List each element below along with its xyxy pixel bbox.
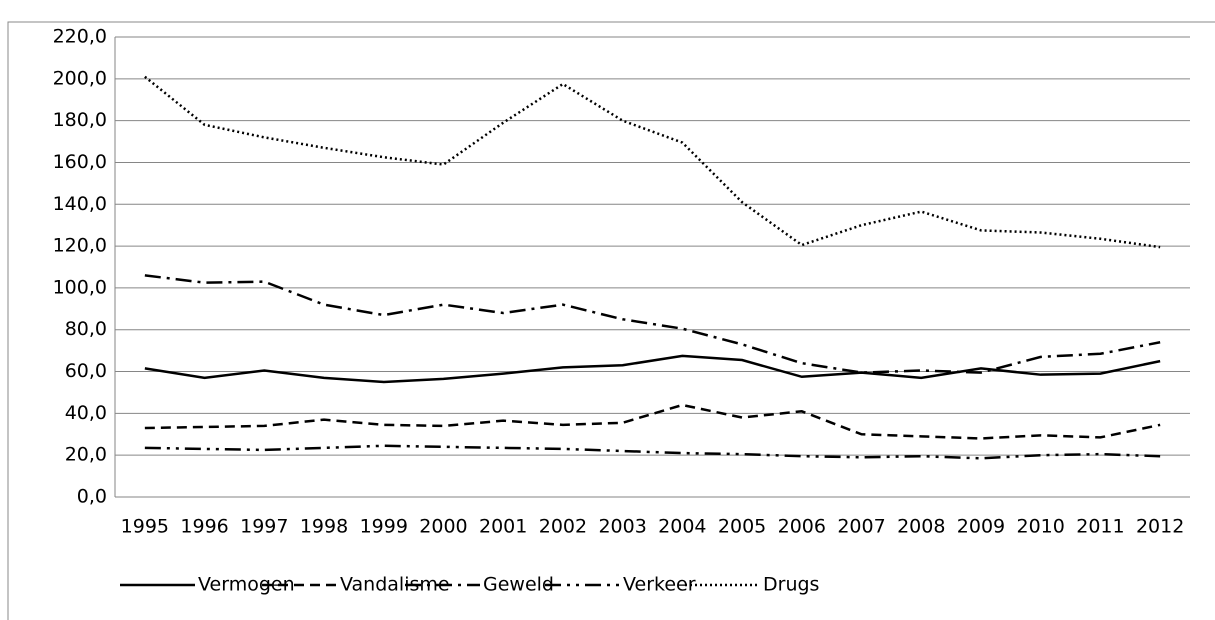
- x-tick-label: 2002: [539, 516, 587, 538]
- series-line: [144, 403, 1161, 440]
- legend-label: Verkeer: [623, 574, 696, 596]
- legend-label: Vermogen: [198, 574, 295, 596]
- y-tick-label: 160,0: [53, 151, 107, 173]
- x-tick-label: 2011: [1076, 516, 1124, 538]
- x-tick-label: 2000: [419, 516, 467, 538]
- series-line: [144, 354, 1161, 384]
- y-tick-label: 140,0: [53, 193, 107, 215]
- y-tick-label: 120,0: [53, 235, 107, 257]
- x-tick-label: 1996: [180, 516, 228, 538]
- x-tick-label: 1998: [300, 516, 348, 538]
- y-tick-label: 180,0: [53, 109, 107, 131]
- x-tick-label: 1997: [240, 516, 288, 538]
- series-line: [144, 274, 1161, 374]
- x-tick-label: 2010: [1017, 516, 1065, 538]
- legend-label: Geweld: [483, 574, 554, 596]
- y-tick-label: 100,0: [53, 276, 107, 298]
- y-tick-label: 80,0: [65, 318, 107, 340]
- x-tick-label: 2008: [897, 516, 945, 538]
- legend-label: Vandalisme: [340, 574, 450, 596]
- y-tick-label: 40,0: [65, 402, 107, 424]
- legend-label: Drugs: [763, 574, 819, 596]
- y-tick-label: 200,0: [53, 67, 107, 89]
- x-tick-label: 2007: [837, 516, 885, 538]
- x-tick-label: 2001: [479, 516, 527, 538]
- x-tick-label: 2005: [718, 516, 766, 538]
- chart-frame: [7, 21, 1215, 620]
- x-tick-label: 2003: [598, 516, 646, 538]
- series-line: [144, 444, 1161, 460]
- y-tick-label: 20,0: [65, 444, 107, 466]
- x-tick-label: 2009: [957, 516, 1005, 538]
- x-tick-label: 1999: [360, 516, 408, 538]
- x-tick-label: 1995: [121, 516, 169, 538]
- series-line: [144, 75, 1161, 249]
- y-tick-label: 0,0: [77, 486, 107, 508]
- y-tick-label: 220,0: [53, 26, 107, 48]
- y-tick-label: 60,0: [65, 360, 107, 382]
- x-tick-label: 2006: [778, 516, 826, 538]
- x-tick-label: 2004: [658, 516, 706, 538]
- x-tick-label: 2012: [1136, 516, 1184, 538]
